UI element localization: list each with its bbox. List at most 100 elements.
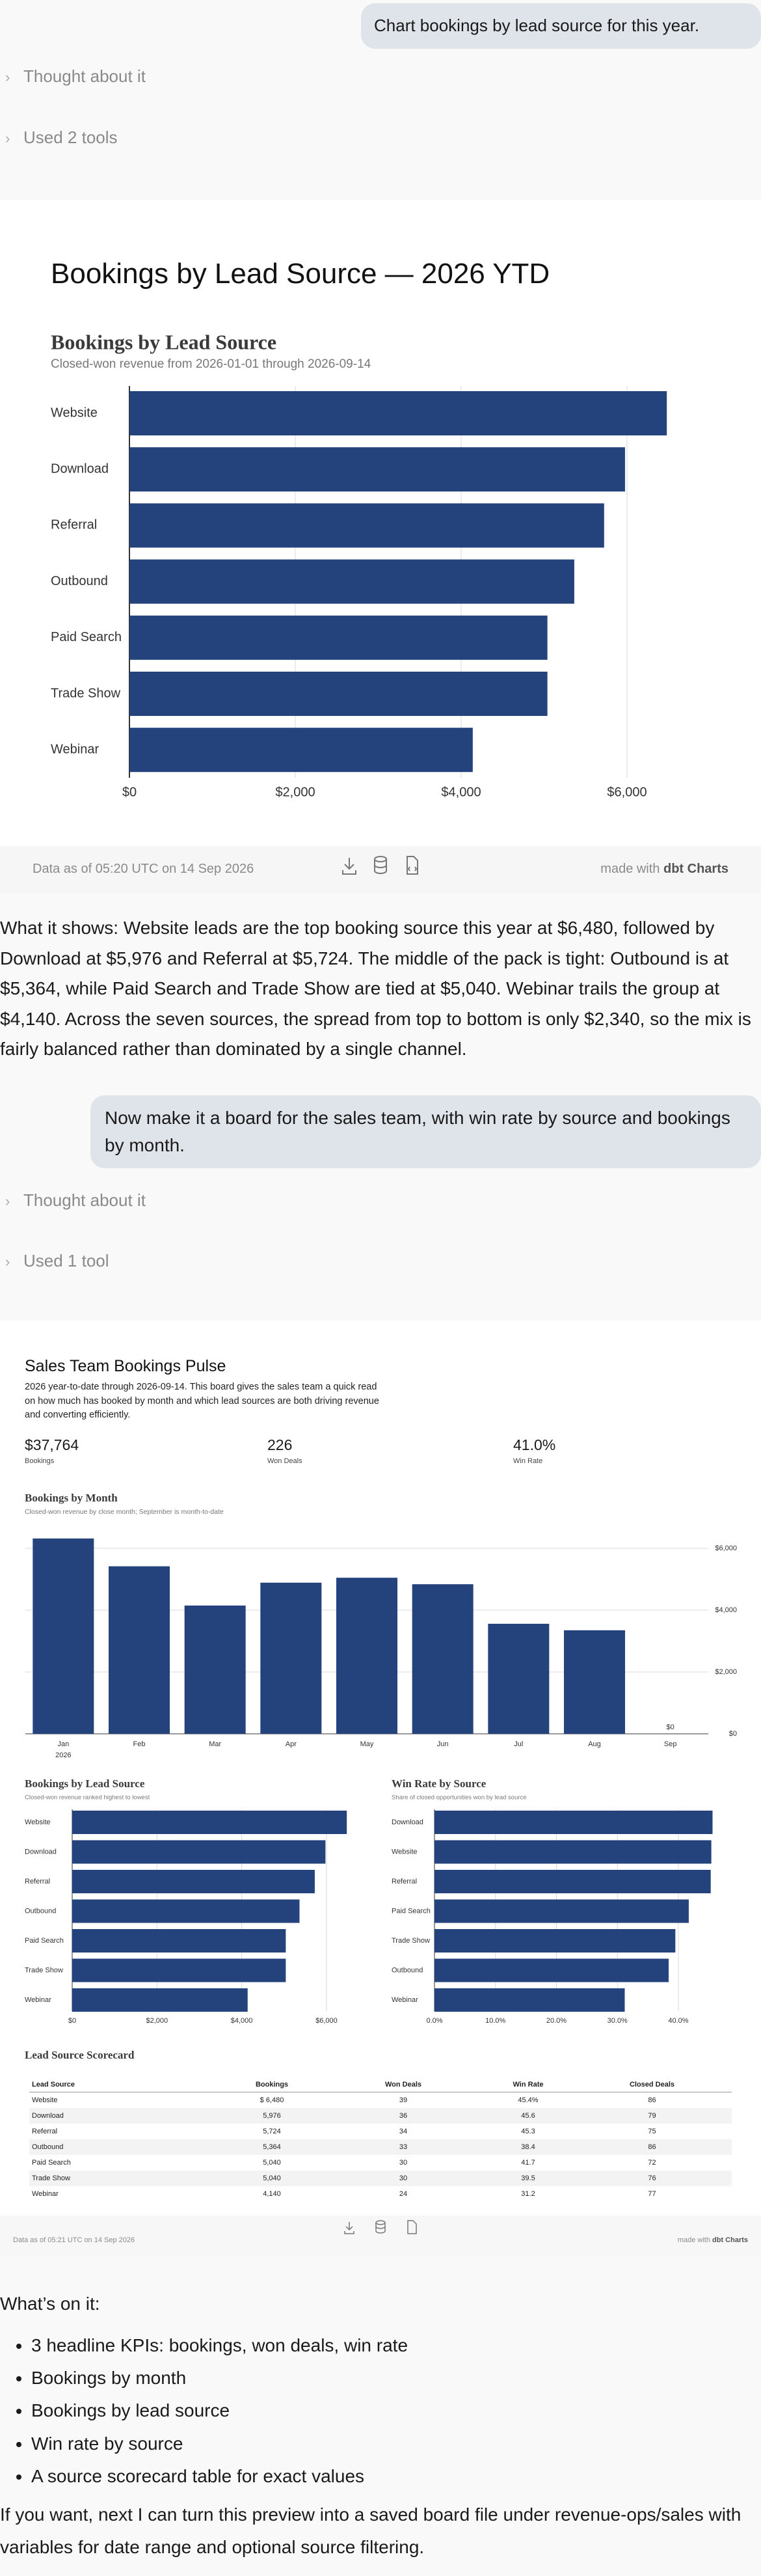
made-with: made with dbt Charts bbox=[678, 2236, 748, 2244]
table-cell: 5,040 bbox=[263, 2159, 281, 2167]
bar bbox=[33, 1538, 94, 1734]
kpi-value: $37,764 bbox=[25, 1436, 79, 1453]
x-tick-label: 0.0% bbox=[426, 2017, 442, 2025]
board-title: Sales Team Bookings Pulse bbox=[25, 1357, 226, 1375]
user-message: Chart bookings by lead source for this y… bbox=[361, 3, 761, 49]
card-footer bbox=[0, 846, 761, 894]
category-label: Download bbox=[51, 461, 109, 476]
chart-subtitle: Closed-won revenue ranked highest to low… bbox=[25, 1794, 150, 1802]
data-icon[interactable] bbox=[374, 856, 387, 874]
x-tick-label: Feb bbox=[133, 1740, 146, 1748]
bar bbox=[72, 1988, 248, 2012]
category-label: Referral bbox=[25, 1878, 50, 1885]
x-tick-label: $0 bbox=[122, 785, 137, 799]
bar bbox=[129, 391, 667, 435]
category-label: Referral bbox=[392, 1878, 417, 1885]
bar bbox=[129, 559, 574, 604]
reply-intro: What’s on it: bbox=[0, 2294, 100, 2314]
bar bbox=[412, 1584, 474, 1734]
bar bbox=[129, 503, 604, 548]
table-row: Website $ 6,480 39 45.4% 86 bbox=[29, 2092, 732, 2109]
brand: dbt Charts bbox=[663, 862, 728, 876]
bar bbox=[72, 1929, 286, 1953]
list-item: Bookings by month bbox=[31, 2362, 408, 2394]
category-label: Paid Search bbox=[51, 630, 122, 644]
table-cell: $ 6,480 bbox=[260, 2096, 284, 2104]
code-icon[interactable] bbox=[407, 856, 418, 875]
header-row: Lead Source Bookings Won Deals Win Rate Clos… bbox=[29, 2077, 732, 2092]
x-tick-label: $0 bbox=[68, 2017, 76, 2025]
code-icon[interactable] bbox=[407, 2220, 417, 2234]
table-cell: 45.6 bbox=[484, 2108, 572, 2124]
bar bbox=[72, 1899, 300, 1923]
bar bbox=[72, 1958, 286, 1982]
table-cell: 72 bbox=[648, 2159, 656, 2167]
y-tick-label: $0 bbox=[729, 1730, 737, 1738]
chart-subtitle: Closed-won revenue from 2026-01-01 throu… bbox=[51, 357, 371, 371]
tools-toggle[interactable]: › Used 1 tool bbox=[5, 1251, 109, 1270]
x-tick-label: Jun bbox=[437, 1740, 449, 1748]
table-cell: Paid Search bbox=[32, 2159, 71, 2167]
bar bbox=[72, 1811, 347, 1834]
kpi-value: 41.0% bbox=[513, 1436, 556, 1453]
bar bbox=[129, 447, 625, 492]
thought-toggle[interactable]: › Thought about it bbox=[5, 1190, 146, 1210]
x-tick-label: Mar bbox=[209, 1740, 221, 1748]
data-icon[interactable] bbox=[375, 2220, 386, 2234]
table-cell: 36 bbox=[323, 2108, 484, 2124]
table-cell: 30 bbox=[399, 2159, 408, 2167]
bar bbox=[109, 1566, 170, 1734]
x-tick-label: $2,000 bbox=[146, 2017, 168, 2025]
download-icon[interactable] bbox=[342, 858, 356, 875]
tools-toggle[interactable]: › Used 2 tools bbox=[5, 128, 118, 147]
category-label: Outbound bbox=[392, 1966, 423, 1974]
card-footer bbox=[0, 2215, 761, 2256]
table-cell: 5,724 bbox=[263, 2128, 281, 2135]
kpi-label: Bookings bbox=[25, 1457, 55, 1465]
y-tick-label: $4,000 bbox=[715, 1606, 737, 1614]
chart-title: Bookings by Lead Source bbox=[51, 330, 276, 353]
bar bbox=[434, 1870, 711, 1893]
bar bbox=[434, 1899, 689, 1923]
table-cell: 86 bbox=[648, 2096, 656, 2104]
table-cell: 76 bbox=[572, 2171, 732, 2186]
table-cell: 34 bbox=[399, 2128, 408, 2135]
kpi-label: Win Rate bbox=[513, 1457, 543, 1465]
made-with: made with dbt Charts bbox=[600, 862, 728, 877]
column-header: Bookings bbox=[221, 2077, 323, 2092]
x-tick-label: 20.0% bbox=[546, 2017, 567, 2025]
kpi-value: 226 bbox=[267, 1436, 293, 1453]
category-label: Webinar bbox=[25, 1996, 51, 2004]
table-row: Webinar 4,140 24 31.2 77 bbox=[29, 2186, 732, 2202]
tools-label: Used 1 tool bbox=[23, 1251, 109, 1270]
table-cell: Outbound bbox=[29, 2139, 221, 2155]
category-label: Download bbox=[25, 1848, 57, 1856]
table-cell: 5,040 bbox=[221, 2171, 323, 2186]
x-tick-label: Jul bbox=[514, 1740, 523, 1748]
category-label: Website bbox=[25, 1818, 51, 1826]
table-cell: 41.7 bbox=[521, 2159, 535, 2167]
table-cell: 75 bbox=[648, 2128, 656, 2135]
x-tick-label: Jan bbox=[57, 1740, 69, 1748]
tools-label: Used 2 tools bbox=[23, 128, 118, 147]
x-tick-label: Apr bbox=[286, 1740, 297, 1748]
table-row: Referral 5,724 34 45.3 75 bbox=[29, 2124, 732, 2139]
user-message: Now make it a board for the sales team, … bbox=[90, 1095, 761, 1168]
table-cell: 5,364 bbox=[221, 2139, 323, 2155]
x-tick-label: $6,000 bbox=[607, 785, 647, 799]
download-icon[interactable] bbox=[344, 2222, 354, 2234]
table-cell: 39 bbox=[399, 2096, 408, 2104]
table-cell: 30 bbox=[323, 2171, 484, 2186]
x-tick-label: Aug bbox=[588, 1740, 601, 1748]
x-tick-label: 40.0% bbox=[668, 2017, 688, 2025]
bar bbox=[336, 1578, 397, 1734]
table-cell: 77 bbox=[648, 2190, 656, 2198]
footer-icons bbox=[342, 856, 418, 2234]
reply-list: 3 headline KPIs: bookings, won deals, wi… bbox=[0, 2329, 408, 2493]
thought-toggle[interactable]: › Thought about it bbox=[5, 66, 146, 86]
reply-outro: If you want, next I can turn this previe… bbox=[0, 2504, 741, 2557]
made-with-text: made with bbox=[677, 2236, 710, 2244]
table-row: Trade Show 5,040 30 39.5 76 bbox=[29, 2171, 732, 2186]
table-cell: Webinar bbox=[32, 2190, 59, 2198]
